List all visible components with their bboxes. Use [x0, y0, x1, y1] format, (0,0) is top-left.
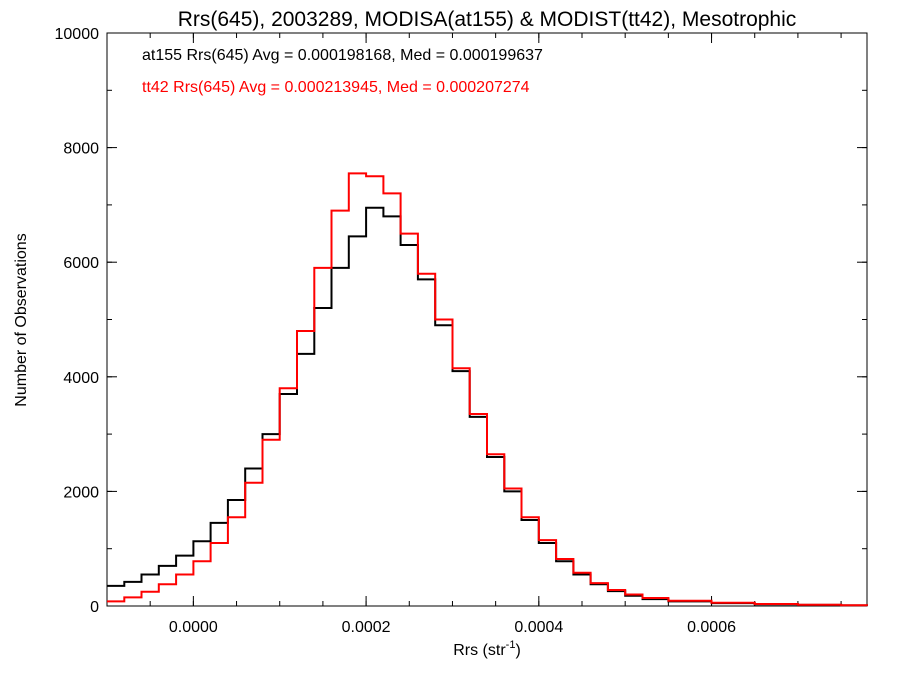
x-axis-label: Rrs (str-1): [453, 639, 521, 659]
x-axis-label-end: ): [515, 642, 520, 659]
y-tick-label: 4000: [63, 370, 99, 387]
series-line-at155: [107, 206, 868, 607]
plot-frame: [106, 32, 868, 607]
x-tick-label: 0.0004: [514, 619, 563, 636]
series-layer: [107, 172, 868, 607]
legend-entry-tt42: tt42 Rrs(645) Avg = 0.000213945, Med = 0…: [142, 79, 530, 96]
y-tick-label: 8000: [63, 141, 99, 158]
y-tick-label: 10000: [55, 26, 100, 43]
chart-title: Rrs(645), 2003289, MODISA(at155) & MODIS…: [178, 8, 797, 31]
y-axis-label: Number of Observations: [13, 233, 30, 406]
x-tick-label: 0.0000: [169, 619, 218, 636]
legend: at155 Rrs(645) Avg = 0.000198168, Med = …: [142, 47, 543, 96]
series-line-tt42: [107, 172, 868, 607]
plot-area-border: [106, 32, 868, 607]
y-tick-label: 6000: [63, 255, 99, 272]
x-tick-label: 0.0006: [687, 619, 736, 636]
legend-entry-at155: at155 Rrs(645) Avg = 0.000198168, Med = …: [142, 47, 543, 64]
x-axis-label-main: Rrs (str: [453, 642, 506, 659]
x-axis-label-superscript: -1: [506, 639, 516, 651]
x-axis: 0.0000 0.0002 0.0004 0.0006: [106, 33, 842, 636]
y-axis: 0 2000 4000 6000 8000 10000: [55, 26, 867, 616]
x-tick-label: 0.0002: [342, 619, 391, 636]
y-tick-label: 0: [90, 599, 99, 616]
y-tick-label: 2000: [63, 484, 99, 501]
